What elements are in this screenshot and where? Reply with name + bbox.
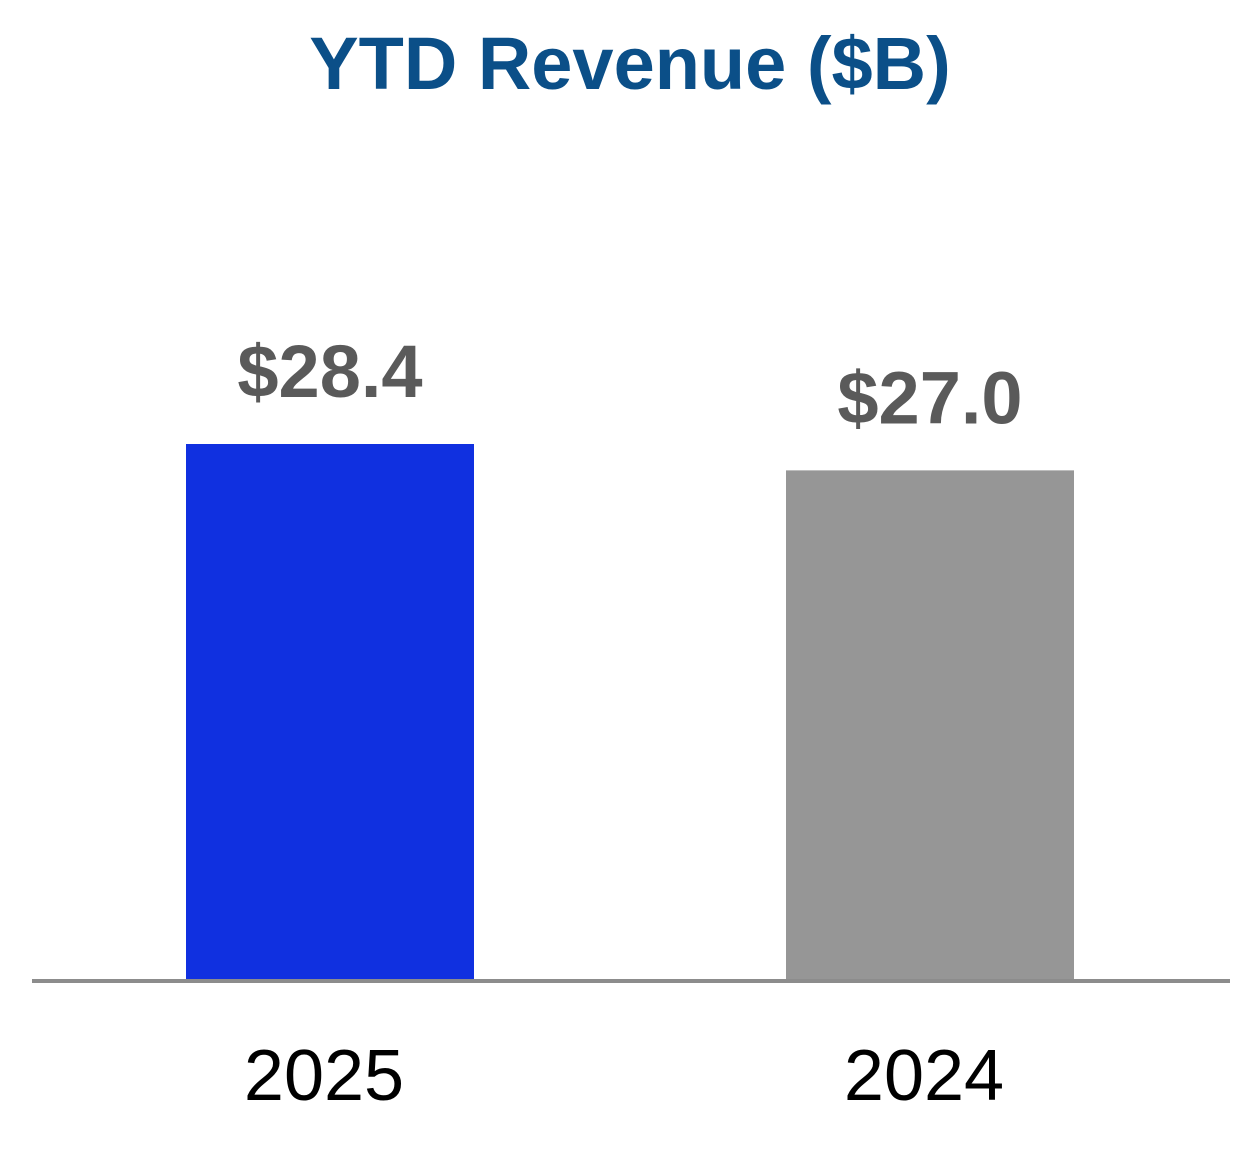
bar-2024 [786,470,1074,979]
category-label-2025: 2025 [244,1036,404,1116]
value-label-2025: $28.4 [237,330,422,413]
category-label-2024: 2024 [844,1036,1004,1116]
bar-2025 [186,444,474,979]
value-label-2024: $27.0 [837,356,1022,439]
labels-layer: $28.4 2025 $27.0 2024 [237,330,1022,1116]
chart-title: YTD Revenue ($B) [309,22,951,105]
bars-layer [186,444,1074,979]
